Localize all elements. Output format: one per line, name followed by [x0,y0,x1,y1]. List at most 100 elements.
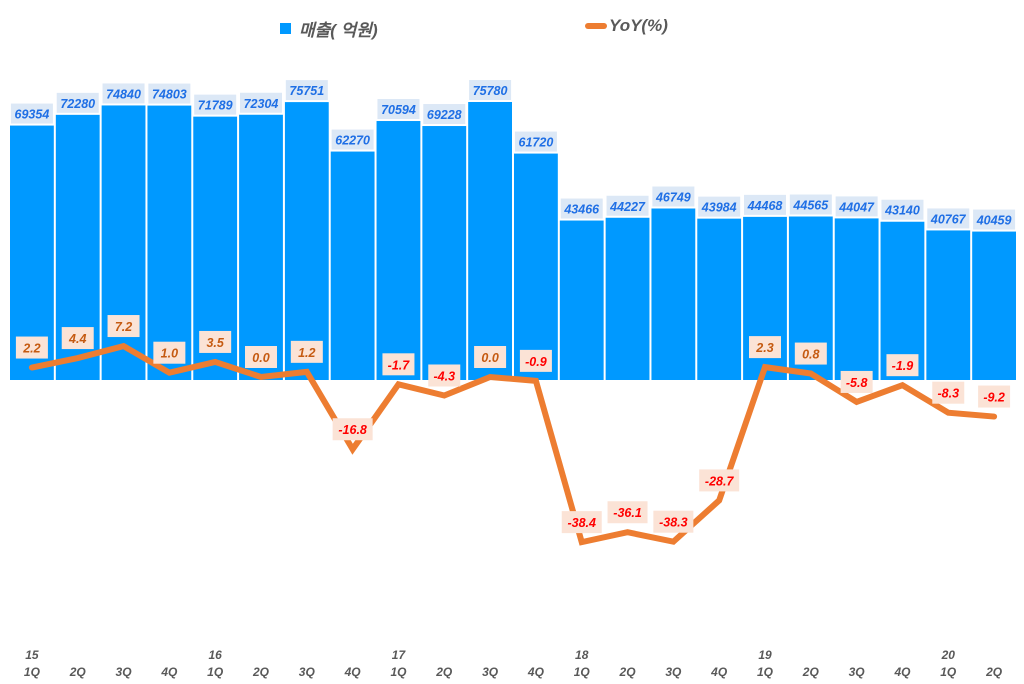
bar-sales [972,231,1016,380]
x-tick-quarter: 3Q [665,665,682,679]
x-tick-year: 18 [575,648,589,662]
bar-sales [834,218,879,380]
bar-sales [101,105,146,381]
bar-value-label: 43466 [563,203,600,217]
line-value-label: -4.3 [433,369,455,383]
line-value-label: 0.8 [802,348,819,362]
bar-sales [147,105,192,380]
x-tick-year: 20 [941,648,956,662]
line-value-label: -9.2 [983,391,1005,405]
legend: 매출( 억원) YoY(%) [0,16,1024,42]
x-tick-quarter: 2Q [69,665,87,679]
bar-label-bg [744,194,786,215]
bar-value-label: 72304 [244,97,279,111]
line-label-bg [699,469,740,492]
line-value-label: 1.0 [161,347,178,361]
bar-value-label: 44227 [609,200,646,214]
bar-label-bg [927,208,970,229]
bar-label-bg [606,195,649,216]
legend-label-yoy: YoY(%) [609,16,668,35]
bar-value-label: 44565 [792,199,829,213]
x-tick-year: 19 [758,648,772,662]
line-value-label: -1.9 [892,359,914,373]
bar-value-label: 71789 [198,99,233,113]
bar-value-label: 61720 [519,136,554,150]
line-label-bg [428,364,461,387]
bar-label-bg [102,83,145,104]
line-label-bg [840,370,873,393]
bar-label-bg [652,186,695,207]
bar-label-bg [377,99,420,120]
bar-sales [514,153,558,380]
line-label-bg [978,385,1011,408]
bar-sales [330,151,375,380]
line-label-bg [332,418,373,441]
bar-label-bg [560,198,603,219]
bar-value-label: 69354 [15,108,50,122]
x-tick-quarter: 1Q [390,665,407,679]
x-tick-quarter: 2Q [802,665,820,679]
bar-label-bg [331,129,374,150]
bar-value-label: 40767 [930,212,967,226]
x-tick-quarter: 4Q [527,665,545,679]
bar-value-label: 46749 [655,191,691,205]
bar-value-label: 69228 [427,108,462,122]
line-label-bg [474,346,507,368]
bar-label-bg [148,83,191,104]
bar-value-label: 44047 [838,200,875,214]
x-tick-quarter: 1Q [207,665,224,679]
line-value-label: 0.0 [481,351,498,365]
bar-sales [376,121,421,381]
legend-bar-swatch [280,23,291,34]
bar-label-bg [194,94,237,115]
x-tick-quarter: 2Q [985,665,1003,679]
bar-label-bg [56,92,99,113]
x-tick-quarter: 1Q [940,665,957,679]
legend-item-sales: 매출( 억원) [280,16,378,41]
x-tick-year: 17 [392,648,407,662]
bar-sales [651,208,696,380]
line-label-bg [561,511,602,534]
x-tick-year: 16 [209,648,223,662]
bar-sales [468,102,512,380]
line-value-label: 4.4 [68,332,86,346]
bar-sales [926,230,971,380]
bar-sales [605,217,650,380]
line-value-label: -8.3 [937,387,959,401]
line-label-bg [886,354,919,377]
x-tick-quarter: 3Q [116,665,133,679]
bar-label-bg [10,103,53,124]
line-label-bg [932,381,965,404]
x-tick-quarter: 3Q [849,665,866,679]
line-value-label: 3.5 [206,336,224,350]
bar-sales [880,221,925,380]
x-tick-quarter: 2Q [252,665,270,679]
bar-value-label: 74803 [152,88,187,102]
line-value-label: -36.1 [613,506,642,520]
line-yoy [28,342,998,546]
bar-value-label: 75751 [289,84,324,98]
bar-value-label: 40459 [976,214,1012,228]
bar-sales [559,220,604,380]
bar-value-label: 75780 [473,84,508,98]
bar-sales [284,102,329,380]
line-value-label: -16.8 [338,423,367,437]
x-tick-quarter: 2Q [435,665,453,679]
line-value-label: 2.3 [755,341,773,355]
line-value-label: 1.2 [298,346,315,360]
line-label-bg [653,510,694,533]
x-tick-quarter: 1Q [24,665,41,679]
bar-value-label: 43140 [884,204,920,218]
bar-label-bg [514,131,557,152]
bar-sales [422,126,467,380]
bar-label-bg [789,194,832,215]
x-tick-quarter: 3Q [299,665,316,679]
legend-line-swatch [585,23,607,29]
bar-label-bg [240,92,282,113]
bar-value-label: 70594 [381,103,416,117]
line-label-bg [794,342,827,365]
bar-sales [239,114,283,380]
line-label-bg [107,315,140,338]
bar-sales [697,218,742,380]
